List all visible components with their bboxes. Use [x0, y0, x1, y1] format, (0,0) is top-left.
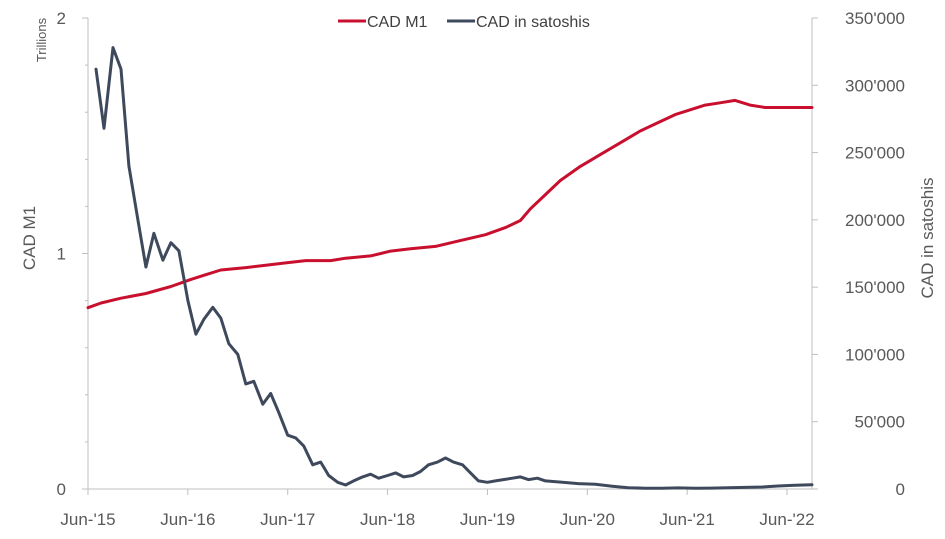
x-tick-label: Jun-'17 [260, 510, 315, 529]
x-tick-label: Jun-'19 [460, 510, 515, 529]
left-tick-label: 1 [57, 245, 66, 264]
series-line-cad-in-satoshis [94, 46, 814, 490]
legend-item-cad-m1: CAD M1 [338, 14, 428, 31]
right-axis-title: CAD in satoshis [918, 178, 937, 299]
x-axis: Jun-'15 Jun-'16 Jun-'17 Jun-'18 Jun-'19 Jun-'… [60, 488, 815, 529]
left-tick-label: 2 [57, 9, 66, 28]
right-axis-ticks: 0 50'000 100'000 150'000 200'000 250'000 300'0… [812, 9, 905, 499]
legend-item-cad-in-satoshis: CAD in satoshis [447, 14, 590, 31]
x-axis-ticks: Jun-'15 Jun-'16 Jun-'17 Jun-'18 Jun-'19 Jun-'… [60, 489, 815, 529]
right-tick-label: 350'000 [845, 9, 905, 28]
x-tick-label: Jun-'22 [759, 510, 814, 529]
right-tick-label: 250'000 [845, 144, 905, 163]
legend-label-cad-m1: CAD M1 [367, 14, 428, 31]
x-tick-label: Jun-'15 [60, 510, 115, 529]
right-tick-label: 200'000 [845, 211, 905, 230]
x-tick-label: Jun-'18 [360, 510, 415, 529]
series-lines [86, 46, 814, 490]
x-tick-label: Jun-'16 [160, 510, 215, 529]
left-axis-unit-label: Trillions [34, 17, 49, 62]
right-tick-label: 100'000 [845, 345, 905, 364]
x-tick-label: Jun-'21 [660, 510, 715, 529]
left-axis-ticks: 0 1 2 [57, 9, 88, 499]
series-line-cad-m1 [86, 98, 814, 310]
x-tick-label: Jun-'20 [560, 510, 615, 529]
legend-label-cad-in-satoshis: CAD in satoshis [476, 14, 590, 31]
right-tick-label: 150'000 [845, 278, 905, 297]
left-axis-title: CAD M1 [20, 206, 39, 270]
right-tick-label: 300'000 [845, 76, 905, 95]
right-axis: 0 50'000 100'000 150'000 200'000 250'000 300'0… [811, 9, 937, 499]
left-tick-label: 0 [57, 480, 66, 499]
right-tick-label: 0 [896, 480, 905, 499]
legend: CAD M1 CAD in satoshis [338, 14, 590, 31]
left-axis: 0 1 2 Trillions CAD M1 [20, 9, 89, 499]
right-tick-label: 50'000 [854, 413, 905, 432]
